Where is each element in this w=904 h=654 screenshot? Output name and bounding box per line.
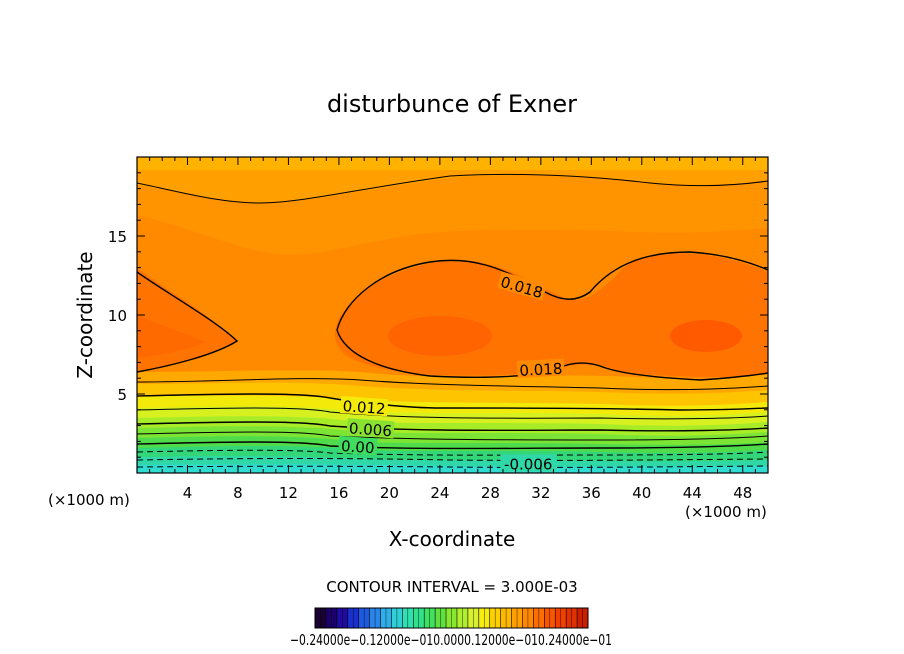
contour-label-bg (346, 418, 395, 439)
colorbar-frame (314, 607, 589, 629)
fill-peak-east (670, 320, 742, 352)
fill-peak-center (388, 316, 492, 356)
contour-label-bg (338, 435, 378, 456)
contour-012 (137, 393, 768, 411)
contour-neg-a (137, 449, 768, 456)
contour-018-center (336, 251, 768, 331)
x-unit-right: (×1000 m) (685, 503, 767, 521)
x-tick-label: 40 (632, 484, 651, 502)
contour-label-bg (340, 396, 389, 417)
contour-label-text: 0.012 (342, 397, 386, 418)
contour-line-a (137, 378, 768, 391)
x-tick-label: 20 (380, 484, 399, 502)
x-tick-label: 24 (430, 484, 449, 502)
contour-neg-006 (137, 458, 768, 461)
x-unit-left: (×1000 m) (48, 491, 130, 509)
contour-neg-b (137, 465, 768, 468)
contour-label-text: 0.00 (340, 437, 375, 457)
contour-line-c (137, 431, 768, 441)
contour-label-text: 0.006 (348, 419, 392, 440)
chart-title: disturbunce of Exner (327, 90, 577, 118)
x-tick-label: 44 (683, 484, 702, 502)
contour-label-bg (500, 454, 557, 472)
contour-label-bg (516, 358, 565, 378)
colorbar-labels: −0.24000e−0.12000e−010.0000.12000e−010.2… (290, 631, 612, 649)
x-tick-label: 8 (233, 484, 243, 502)
contour-label: 0.018 (516, 358, 565, 380)
x-tick-label: 16 (329, 484, 348, 502)
x-tick-label: 32 (531, 484, 550, 502)
y-tick-label: 10 (108, 307, 127, 325)
contour-label: -0.006 (500, 454, 557, 474)
y-axis: 5 10 15 (108, 172, 768, 458)
x-axis: 4 8 12 16 20 24 28 32 36 40 44 48 (149, 157, 756, 502)
contour-006 (137, 421, 768, 432)
y-tick-label: 15 (108, 228, 127, 246)
x-axis-label: X-coordinate (389, 527, 516, 551)
fill-band-cyan (137, 464, 768, 473)
contour-line-upper (137, 173, 768, 204)
fill-core-west-inner (137, 315, 205, 358)
colorbar (314, 608, 589, 628)
contour-interval-label: CONTOUR INTERVAL = 3.000E-03 (326, 578, 577, 596)
y-tick-label: 5 (117, 386, 127, 404)
contour-label-bg (497, 271, 547, 301)
contour-000 (137, 441, 768, 450)
contour-label: 0.012 (340, 396, 389, 418)
x-tick-label: 12 (279, 484, 298, 502)
contour-line-b (137, 407, 768, 420)
contour-018-west (137, 271, 239, 373)
contour-label: 0.00 (338, 435, 378, 457)
x-tick-label: 4 (183, 484, 193, 502)
y-axis-label: Z-coordinate (73, 251, 97, 378)
contour-label: 0.006 (346, 418, 395, 440)
contour-label-text: -0.006 (504, 456, 552, 474)
x-tick-label: 28 (481, 484, 500, 502)
x-tick-label: 36 (582, 484, 601, 502)
contour-label-text: 0.018 (519, 360, 563, 380)
x-tick-label: 48 (733, 484, 752, 502)
